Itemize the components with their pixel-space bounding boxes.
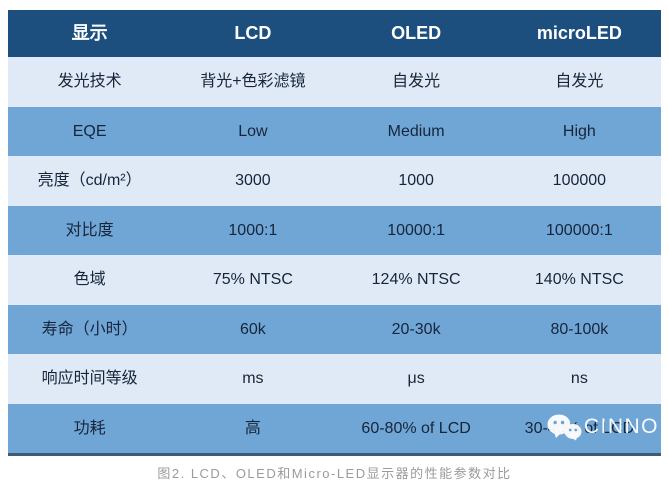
row-label: 对比度 (65, 221, 114, 239)
cell-microled: ns (570, 370, 588, 388)
col-header-lcd: LCD (234, 22, 272, 43)
table-row-response-time: 响应时间等级 ms μs ns (8, 354, 661, 404)
cell-microled: 自发光 (555, 73, 604, 91)
cell-microled: High (562, 122, 596, 140)
cell-oled: 60-80% of LCD (361, 419, 471, 437)
cell-lcd: 3000 (235, 172, 271, 190)
cell-lcd: 1000:1 (228, 221, 278, 239)
table-row-lifetime: 寿命（小时） 60k 20-30k 80-100k (8, 304, 661, 354)
row-label: 发光技术 (57, 73, 122, 91)
cell-oled: Medium (387, 122, 445, 140)
row-label: 响应时间等级 (41, 370, 138, 388)
cell-lcd: 75% NTSC (212, 271, 293, 289)
table-row-power: 功耗 高 60-80% of LCD 30-40% of LCD (8, 403, 661, 453)
cell-oled: 自发光 (392, 73, 441, 91)
col-header-display: 显示 (71, 22, 108, 43)
cell-lcd: Low (238, 122, 268, 140)
table-row-contrast: 对比度 1000:1 10000:1 100000:1 (8, 205, 661, 255)
cell-oled: 20-30k (391, 320, 441, 338)
row-label: 寿命（小时） (41, 320, 138, 338)
table-row-brightness: 亮度（cd/m²） 3000 1000 100000 (8, 156, 661, 206)
cell-lcd: ms (242, 370, 264, 388)
figure-caption: 图2. LCD、OLED和Micro-LED显示器的性能参数对比 (157, 466, 512, 481)
col-header-microled: microLED (536, 22, 622, 43)
comparison-table: 显示 LCD OLED microLED 发光技术 背光+色彩滤镜 自发光 自发… (8, 10, 661, 456)
cell-microled: 30-40% of LCD (524, 419, 635, 437)
cell-microled: 80-100k (550, 320, 609, 338)
cell-oled: 124% NTSC (371, 271, 461, 289)
table-row-emission-tech: 发光技术 背光+色彩滤镜 自发光 自发光 (8, 57, 661, 107)
cell-oled: 10000:1 (387, 221, 446, 239)
row-label: EQE (72, 122, 107, 140)
cell-microled: 100000 (552, 172, 607, 190)
table-row-gamut: 色域 75% NTSC 124% NTSC 140% NTSC (8, 255, 661, 305)
row-label: 功耗 (73, 419, 106, 437)
cell-lcd: 高 (244, 419, 261, 437)
col-header-oled: OLED (391, 22, 442, 43)
row-label: 色域 (73, 271, 106, 289)
cell-lcd: 背光+色彩滤镜 (200, 73, 306, 91)
cell-microled: 100000:1 (546, 221, 613, 239)
cell-oled: μs (407, 370, 425, 388)
cell-oled: 1000 (398, 172, 434, 190)
cell-microled: 140% NTSC (534, 271, 624, 289)
table-header-row: 显示 LCD OLED microLED (8, 10, 661, 57)
cell-lcd: 60k (239, 320, 266, 338)
table-row-eqe: EQE Low Medium High (8, 106, 661, 156)
row-label: 亮度（cd/m²） (37, 172, 142, 190)
